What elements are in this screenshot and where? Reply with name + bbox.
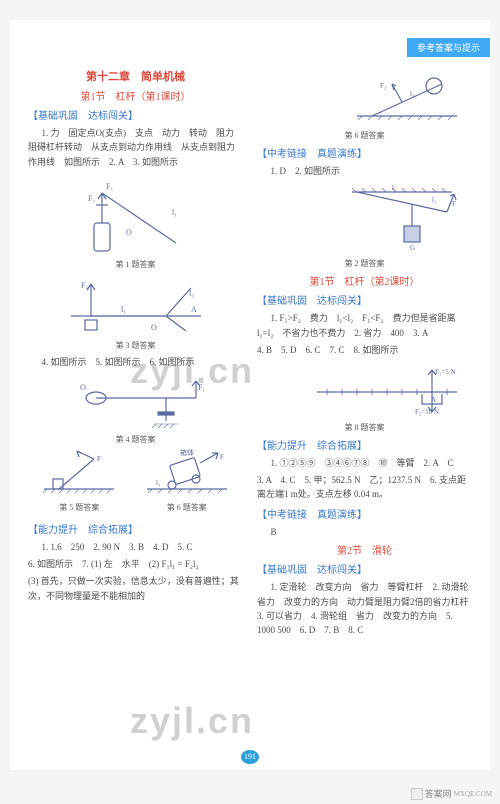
- section-title-3: 第2节 滑轮: [257, 542, 472, 557]
- header-tab: 参考答案与提示: [407, 38, 490, 57]
- figure-5: F: [39, 449, 119, 497]
- para-4: 6. 如图所示 7. (1) 左 水平 (2) F₁l₁ = F₂l₂: [28, 557, 243, 571]
- fig8-f2-label: F₂=10 N: [415, 408, 439, 416]
- figure-2b: l₁ l₂ G F: [332, 184, 462, 252]
- svg-text:F₁: F₁: [198, 383, 205, 392]
- fig6b-caption: 第 6 题答案: [257, 130, 472, 141]
- figure-1: F₁ F₁ O l₁: [76, 175, 196, 253]
- section-title-1: 第1节 杠杆（第1课时）: [28, 88, 243, 103]
- para-1: 1. 力 固定点O(支点) 支点 动力 转动 阻力 阻碍杠杆转动 从支点到动力作…: [28, 126, 243, 169]
- para-zk: 1. D 2. 如图所示: [257, 164, 472, 178]
- right-column: F₂ l₂ 第 6 题答案 【中考链接 真题演练】 1. D 2. 如图所示 l…: [257, 68, 472, 641]
- page-number: 191: [241, 750, 259, 764]
- svg-text:A: A: [431, 396, 436, 404]
- fig1-caption: 第 1 题答案: [28, 259, 243, 270]
- svg-text:O: O: [80, 383, 86, 392]
- fig2b-caption: 第 2 题答案: [257, 258, 472, 269]
- label-basic2: 【基础巩固 达标闯关】: [257, 292, 472, 307]
- two-column-layout: 第十二章 简单机械 第1节 杠杆（第1课时） 【基础巩固 达标闯关】 1. 力 …: [28, 68, 472, 641]
- fig5-caption: 第 5 题答案: [39, 502, 119, 513]
- label-basic: 【基础巩固 达标闯关】: [28, 107, 243, 122]
- svg-text:F: F: [220, 453, 224, 461]
- svg-text:箱体: 箱体: [180, 449, 194, 457]
- label-ability: 【能力提升 综合拓展】: [28, 521, 243, 536]
- para-5: (3) 首先，只做一次实验，信息太少，没有普遍性；其次，不同物理量是不能相加的: [28, 574, 243, 603]
- svg-text:F₁: F₁: [88, 194, 95, 203]
- figure-8: F₁=5 N F₂=10 N A: [307, 364, 467, 416]
- section-title-2: 第1节 杠杆（第2课时）: [257, 273, 472, 288]
- footer-site: 答案网: [425, 787, 452, 800]
- svg-text:A: A: [191, 305, 197, 314]
- svg-text:F₁: F₁: [106, 182, 113, 191]
- fig3-caption: 第 3 题答案: [28, 340, 243, 351]
- svg-text:O: O: [151, 323, 157, 332]
- left-column: 第十二章 简单机械 第1节 杠杆（第1课时） 【基础巩固 达标闯关】 1. 力 …: [28, 68, 243, 641]
- svg-text:l₂: l₂: [410, 90, 415, 98]
- svg-text:l₁: l₁: [172, 208, 177, 217]
- para-pb3a: 1. 定滑轮 改变方向 省力 等臂杠杆 2. 动滑轮 省力 改变力的方向 动力臂…: [257, 580, 472, 638]
- svg-text:l₂: l₂: [189, 289, 194, 298]
- fig4-caption: 第 4 题答案: [28, 434, 243, 445]
- figure-6: 箱体 F l₁: [142, 449, 232, 497]
- page-container: 参考答案与提示 第十二章 简单机械 第1节 杠杆（第1课时） 【基础巩固 达标闯…: [10, 20, 490, 770]
- svg-text:F: F: [97, 455, 101, 463]
- label-basic3: 【基础巩固 达标闯关】: [257, 561, 472, 576]
- svg-text:F: F: [452, 200, 456, 208]
- svg-text:l₁: l₁: [121, 305, 126, 314]
- para-ab2b: 3. A 4. C 5. 甲；562.5 N 乙；1237.5 N 6. 支点距…: [257, 473, 472, 502]
- svg-text:l₁: l₁: [392, 184, 396, 192]
- label-zhongkao: 【中考链接 真题演练】: [257, 145, 472, 160]
- fig8-f1-label: F₁=5 N: [435, 368, 456, 376]
- svg-text:F₂: F₂: [380, 82, 387, 90]
- svg-text:F₁: F₁: [81, 281, 88, 290]
- footer-url: MXQE.COM: [454, 790, 492, 798]
- figure-4: O F₁: [66, 376, 206, 428]
- svg-text:l₂: l₂: [432, 196, 437, 204]
- figure-top-right: F₂ l₂: [352, 74, 462, 124]
- label-ability2: 【能力提升 综合拓展】: [257, 437, 472, 452]
- para-3: 1. 1.6 250 2. 90 N 3. B 4. D 5. C: [28, 540, 243, 554]
- label-zk2: 【中考链接 真题演练】: [257, 506, 472, 521]
- fig8-caption: 第 8 题答案: [257, 422, 472, 433]
- para-ab2a: 1. ①②⑤⑨ ③④⑥⑦⑧ ⑩ 等臂 2. A C: [257, 456, 472, 470]
- para-zk2: B: [257, 525, 472, 539]
- footer-logo-icon: [411, 788, 423, 800]
- para-2: 4. 如图所示 5. 如图所示 6. 如图所示: [28, 355, 243, 369]
- fig-row-5-6: F 第 5 题答案 箱体: [28, 449, 243, 517]
- figure-3: F₁ l₁ O l₂ A: [61, 276, 211, 334]
- para-b2a: 1. F₁>F₂ 费力 l₁<l₂ F₁<F₂ 费力但是省距离 l₁=l₂ 不省…: [257, 311, 472, 340]
- para-b2b: 4. B 5. D 6. C 7. C 8. 如图所示: [257, 343, 472, 357]
- svg-text:l₁: l₁: [156, 479, 160, 487]
- svg-text:G: G: [410, 244, 415, 252]
- footer-attribution: 答案网 MXQE.COM: [411, 787, 492, 800]
- chapter-title: 第十二章 简单机械: [28, 68, 243, 84]
- fig6-caption: 第 6 题答案: [142, 502, 232, 513]
- svg-text:O: O: [126, 228, 132, 237]
